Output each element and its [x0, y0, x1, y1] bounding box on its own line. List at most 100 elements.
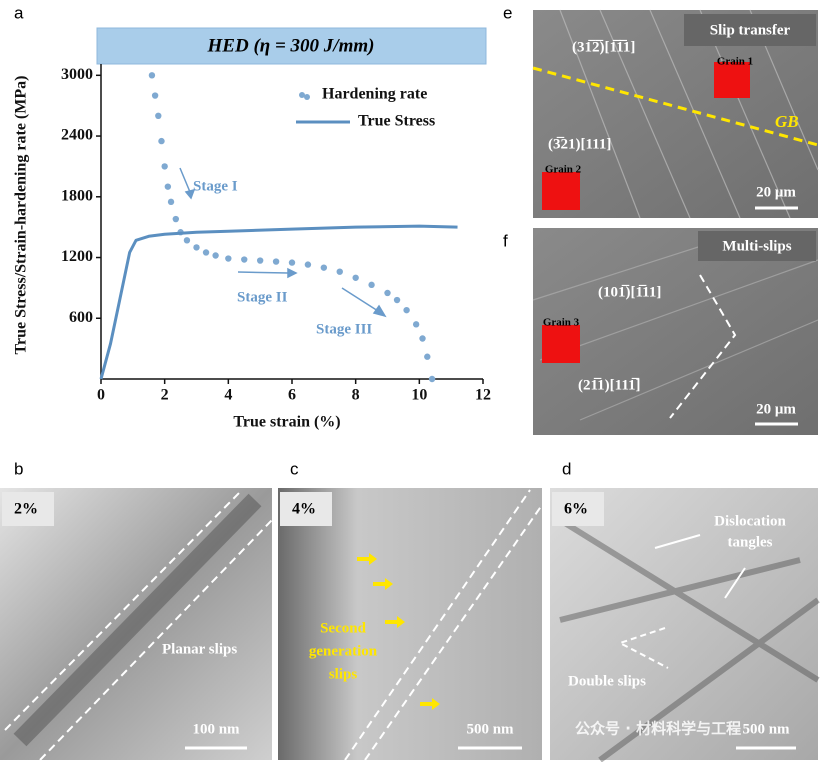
data-point — [161, 163, 168, 170]
annotation: GB — [775, 112, 799, 131]
data-point — [272, 258, 280, 265]
tem-image — [550, 488, 818, 760]
data-point — [428, 375, 436, 383]
data-point — [183, 237, 191, 244]
data-point — [412, 321, 420, 328]
data-point — [424, 353, 431, 360]
label-box — [2, 492, 54, 526]
title-box — [96, 27, 487, 65]
panel-label: f — [503, 231, 508, 250]
x-tick-label: 4 — [224, 387, 232, 404]
x-tick-label: 12 — [475, 387, 491, 404]
scale-label: 100 nm — [192, 721, 240, 737]
label-box — [698, 231, 816, 261]
legend-label: True Stress — [358, 113, 435, 130]
panel-label: e — [503, 3, 512, 22]
data-point — [158, 137, 165, 145]
scale-label: 20 μm — [756, 184, 796, 200]
arrows — [654, 534, 746, 599]
x-tick-label: 0 — [97, 387, 105, 404]
data-point — [148, 72, 156, 79]
x-tick-label: 10 — [411, 387, 427, 404]
panel-title: Multi-slips — [722, 238, 791, 254]
sem-image — [533, 228, 818, 435]
slip-trace — [344, 489, 543, 761]
chart: a HED (η = 300 J/mm) True strain (%) Tru… — [13, 3, 491, 430]
panel-label: d — [562, 459, 571, 478]
data-point — [164, 183, 172, 190]
data-point — [241, 256, 248, 263]
data-point — [352, 274, 359, 281]
label-box — [684, 14, 816, 46]
legend-label: Hardening rate — [322, 86, 427, 103]
data-point — [403, 306, 410, 314]
annotation: Second — [320, 620, 367, 636]
data-point — [172, 215, 180, 223]
strain-label: 4% — [292, 501, 316, 518]
grain-cube — [542, 325, 580, 363]
annotation: Stage III — [316, 321, 372, 337]
data-point — [155, 112, 162, 120]
grain-cube — [714, 62, 750, 98]
data-point — [167, 198, 175, 206]
y-tick-label: 1800 — [61, 187, 93, 204]
strain-label: 6% — [564, 501, 588, 518]
data-point — [212, 252, 219, 259]
x-axis-title: True strain (%) — [233, 414, 340, 431]
annotation: Stage I — [193, 178, 238, 194]
slip-trace — [617, 627, 669, 669]
panel-label: b — [14, 459, 23, 478]
x-tick-label: 6 — [288, 387, 296, 404]
texture — [13, 493, 262, 747]
data-point — [225, 255, 232, 262]
annotation: generation — [309, 643, 378, 659]
y-tick-label: 600 — [69, 309, 93, 326]
strain-label: 2% — [14, 501, 38, 518]
annotation: Grain 3 — [543, 317, 580, 329]
chart-title: HED (η = 300 J/mm) — [207, 35, 375, 56]
slip-trace — [4, 491, 273, 761]
annotation: Grain 2 — [545, 164, 582, 176]
y-axis-title: True Stress/Strain-hardening rate (MPa) — [13, 76, 30, 355]
annotation-arrows — [179, 167, 387, 318]
data-point — [393, 296, 401, 304]
legend-marker — [304, 94, 310, 100]
panel-title: Slip transfer — [710, 22, 791, 38]
arrows — [357, 553, 440, 710]
texture — [558, 517, 820, 762]
slip-trace — [669, 274, 737, 419]
tem-image — [278, 488, 542, 760]
annotation: (101̅)[1̅11] — [598, 284, 661, 300]
grain-cube — [542, 172, 580, 210]
annotation: Dislocation — [714, 513, 786, 529]
data-point — [368, 281, 375, 289]
annotation: (31̅2̅)[1̅1̅1] — [572, 39, 635, 55]
data-point — [193, 244, 200, 251]
x-tick-label: 2 — [161, 387, 169, 404]
annotation: Planar slips — [162, 641, 237, 657]
scale-label: 20 μm — [756, 401, 796, 417]
annotation: tangles — [728, 534, 773, 550]
scale-label: 500 nm — [466, 721, 514, 737]
texture — [532, 239, 819, 421]
panel-label: a — [14, 3, 24, 22]
grain-boundary — [532, 66, 819, 147]
data-point — [256, 257, 264, 264]
data-point — [304, 261, 312, 268]
annotation: (3̅21)[111] — [548, 136, 611, 152]
panel-label: c — [290, 459, 299, 478]
watermark: 公众号 · 材料科学与工程 — [575, 720, 741, 738]
tem-image — [0, 488, 272, 760]
data-point — [288, 259, 296, 266]
y-tick-label: 1200 — [61, 248, 93, 265]
label-box — [552, 492, 604, 526]
data-point — [320, 264, 328, 271]
data-point — [336, 268, 343, 275]
data-point — [419, 335, 426, 342]
annotation: Grain 1 — [717, 56, 753, 68]
y-tick-label: 3000 — [61, 66, 93, 83]
x-tick-label: 8 — [352, 387, 360, 404]
legend-marker — [299, 92, 305, 98]
data-point — [151, 92, 159, 99]
annotation: Double slips — [568, 673, 646, 689]
